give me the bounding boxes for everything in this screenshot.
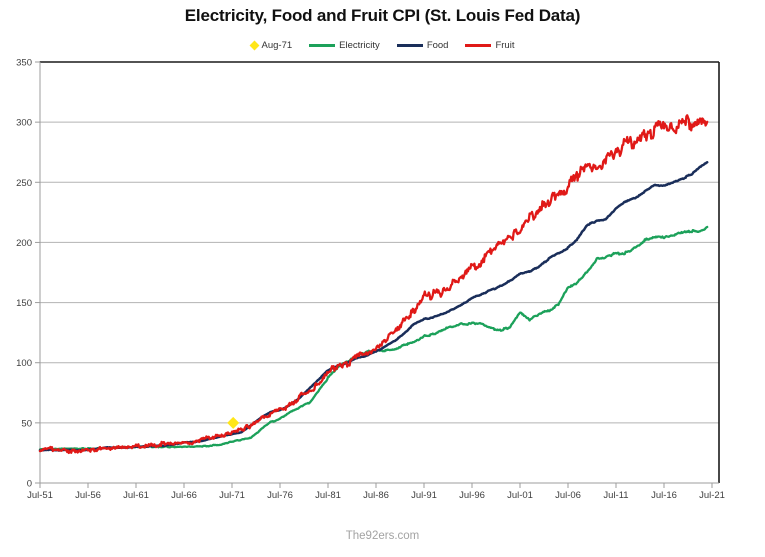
chart-title: Electricity, Food and Fruit CPI (St. Lou… (184, 6, 581, 25)
x-axis-label: Jul-91 (411, 490, 437, 501)
legend-label: Electricity (339, 40, 380, 51)
legend-label: Food (426, 40, 449, 51)
x-axis-label: Jul-71 (219, 490, 245, 501)
series-line-food (38, 161, 709, 452)
y-axis-label: 250 (16, 178, 32, 189)
watermark-text: The92ers.com (345, 530, 420, 542)
legend-item-aug-71: Aug-71 (249, 40, 293, 51)
legend-item-food: Food (396, 40, 449, 51)
y-axis-label: 50 (21, 418, 32, 429)
y-axis-label: 150 (16, 298, 32, 309)
legend-line-swatch (465, 44, 492, 47)
x-axis-label: Jul-86 (363, 490, 389, 501)
x-axis-label: Jul-01 (507, 490, 533, 501)
series-line-fruit (38, 114, 709, 455)
x-axis-label: Jul-76 (267, 490, 293, 501)
chart-legend: Aug-71 Electricity Food Fruit (0, 38, 765, 53)
aug-71-marker-icon (227, 416, 240, 429)
x-axis-label: Jul-06 (555, 490, 581, 501)
y-axis-label: 100 (16, 358, 32, 369)
x-axis-label: Jul-21 (699, 490, 725, 501)
x-axis-label: Jul-16 (651, 490, 677, 501)
y-axis-label: 300 (16, 118, 32, 129)
series-line-electricity (38, 225, 709, 451)
x-axis-label: Jul-81 (315, 490, 341, 501)
x-axis-label: Jul-61 (123, 490, 149, 501)
x-axis-label: Jul-96 (459, 490, 485, 501)
y-axis-label: 200 (16, 238, 32, 249)
x-axis-label: Jul-66 (171, 490, 197, 501)
legend-line-swatch (309, 44, 336, 47)
legend-label: Fruit (495, 40, 515, 51)
legend-item-electricity: Electricity (309, 40, 380, 51)
legend-label: Aug-71 (261, 40, 293, 51)
x-axis-label: Jul-51 (27, 490, 53, 501)
legend-item-fruit: Fruit (465, 40, 514, 51)
y-axis-label: 350 (16, 58, 32, 69)
legend-line-swatch (396, 44, 423, 47)
x-axis-label: Jul-11 (603, 490, 628, 501)
x-axis-label: Jul-56 (75, 490, 101, 501)
y-axis-label: 0 (27, 479, 32, 490)
